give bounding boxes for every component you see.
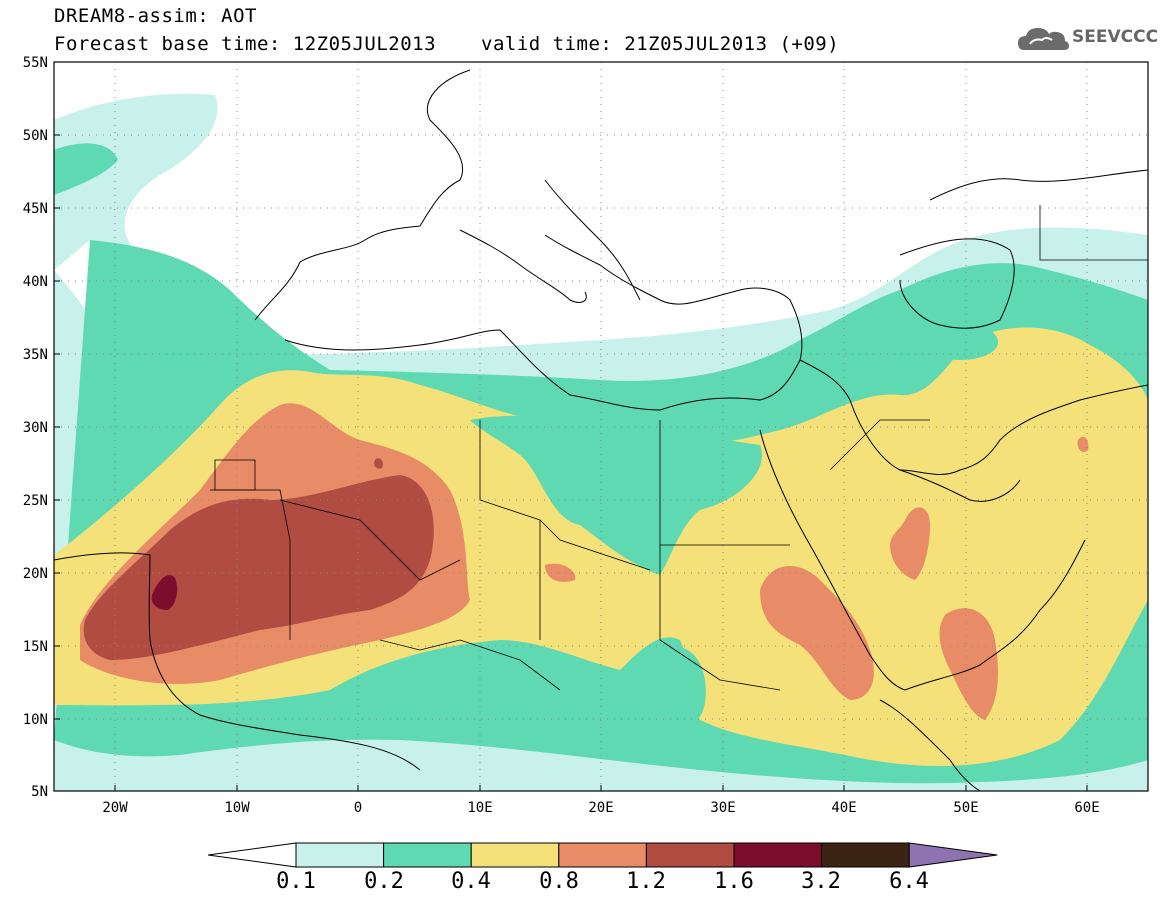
tick-marks: [54, 61, 1088, 792]
x-tick-label: 50E: [953, 800, 978, 816]
y-tick-label: 5N: [31, 784, 48, 800]
colorbar-segment: [645, 842, 735, 868]
aot-1.2-patch: [374, 458, 383, 469]
x-tick-label: 10E: [467, 800, 492, 816]
colorbar-label: 1.2: [626, 869, 666, 894]
logo-text: SEEVCCC: [1072, 27, 1159, 47]
aot-0.2-patch-east: [880, 325, 999, 360]
colorbar-label: 0.1: [276, 869, 316, 894]
colorbar-label: 0.4: [451, 869, 491, 894]
colorbar: [207, 842, 998, 868]
aot-1.6-region: [151, 575, 178, 610]
aot-0.8-patch-chad: [545, 563, 576, 582]
country-borders: [210, 205, 1148, 691]
colorbar-under-arrow: [207, 842, 297, 868]
colorbar-label: 3.2: [801, 869, 841, 894]
y-tick-labels: 55N 50N 45N 40N 35N 30N 25N 20N 15N 10N …: [23, 55, 48, 800]
x-tick-label: 0: [354, 800, 362, 816]
aot-field: [54, 93, 1148, 791]
colorbar-over-arrow: [908, 842, 998, 868]
colorbar-segment: [295, 842, 385, 868]
colorbar-label: 6.4: [889, 869, 929, 894]
colorbar-segment: [733, 842, 823, 868]
x-tick-label: 20E: [588, 800, 613, 816]
y-tick-label: 50N: [23, 128, 48, 144]
y-tick-label: 15N: [23, 639, 48, 655]
aot-0.8-patch-iraq: [1077, 436, 1089, 452]
colorbar-segment: [470, 842, 560, 868]
grid-lines: [54, 62, 1148, 791]
aot-0.2-patch-sahara: [470, 415, 762, 575]
x-tick-label: 20W: [102, 800, 128, 816]
coastlines: [54, 69, 1148, 791]
y-tick-label: 55N: [23, 55, 48, 71]
colorbar-segment: [821, 842, 910, 868]
colorbar-segment: [558, 842, 647, 868]
seevccc-logo: SEEVCCC: [1016, 22, 1159, 56]
aot-1.2-region: [83, 475, 434, 660]
forecast-base-time: Forecast base time: 12Z05JUL2013: [54, 33, 437, 55]
colorbar-label: 0.8: [539, 869, 579, 894]
x-tick-label: 30E: [710, 800, 735, 816]
y-tick-label: 10N: [23, 712, 48, 728]
colorbar-label: 0.2: [364, 869, 404, 894]
x-tick-labels: 20W 10W 0 10E 20E 30E 40E 50E 60E: [102, 800, 1099, 816]
aot-0.8-patch-sudan: [760, 566, 874, 700]
aot-0.8-patch-arabia: [890, 507, 930, 580]
valid-time: valid time: 21Z05JUL2013 (+09): [481, 33, 840, 55]
y-tick-label: 40N: [23, 274, 48, 290]
x-tick-label: 60E: [1074, 800, 1099, 816]
colorbar-segment: [383, 842, 472, 868]
x-tick-label: 40E: [831, 800, 856, 816]
cloud-icon: [1018, 28, 1069, 50]
y-tick-label: 35N: [23, 347, 48, 363]
x-tick-label: 10W: [224, 800, 250, 816]
y-tick-label: 45N: [23, 201, 48, 217]
y-tick-label: 25N: [23, 493, 48, 509]
colorbar-label: 1.6: [714, 869, 754, 894]
aot-0.8-patch-yemen: [939, 608, 998, 720]
aot-0.2-patch-central: [651, 646, 706, 726]
y-tick-label: 30N: [23, 420, 48, 436]
map-title: DREAM8-assim: AOT: [54, 5, 257, 27]
y-tick-label: 20N: [23, 566, 48, 582]
